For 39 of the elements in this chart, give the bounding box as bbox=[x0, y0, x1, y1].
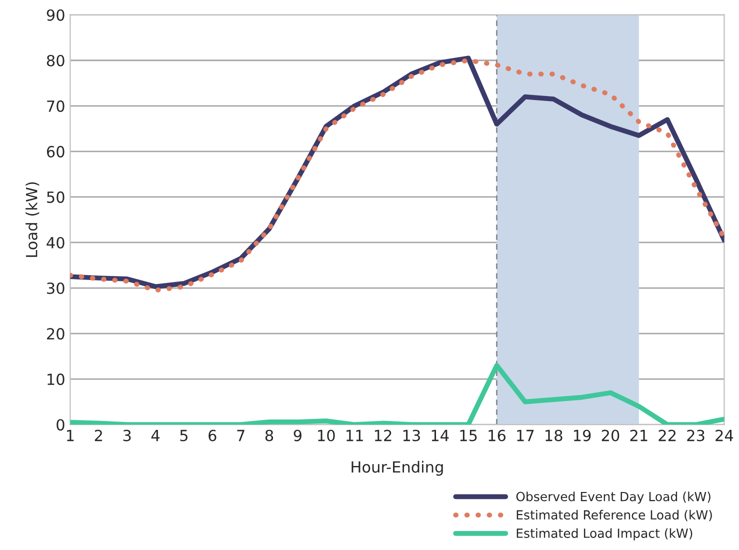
y-tick-label: 0 bbox=[56, 419, 64, 431]
x-tick-label: 9 bbox=[294, 430, 302, 442]
legend-label: Estimated Load Impact (kW) bbox=[516, 528, 692, 540]
y-tick-label: 40 bbox=[46, 236, 64, 249]
x-tick-label: 15 bbox=[460, 430, 477, 442]
y-tick-label: 80 bbox=[46, 54, 64, 66]
x-tick-label: 22 bbox=[658, 430, 676, 442]
x-tick-label: 12 bbox=[374, 430, 392, 442]
y-tick-label: 90 bbox=[46, 9, 64, 21]
x-tick-label: 3 bbox=[123, 430, 131, 442]
x-tick-label: 6 bbox=[208, 430, 216, 442]
x-tick-label: 7 bbox=[237, 430, 244, 442]
legend-label: Observed Event Day Load (kW) bbox=[516, 492, 710, 504]
x-tick-label: 18 bbox=[546, 430, 562, 442]
x-tick-label: 13 bbox=[403, 430, 420, 442]
x-axis-title: Hour-Ending bbox=[352, 460, 443, 476]
x-tick-label: 24 bbox=[716, 430, 734, 442]
legend-label: Estimated Reference Load (kW) bbox=[516, 510, 712, 522]
y-tick-label: 20 bbox=[47, 328, 64, 340]
y-tick-label: 60 bbox=[46, 146, 64, 158]
x-tick-label: 16 bbox=[488, 430, 506, 442]
y-tick-label: 10 bbox=[48, 374, 64, 386]
x-tick-label: 19 bbox=[574, 430, 591, 442]
x-tick-label: 1 bbox=[67, 430, 74, 442]
x-tick-label: 14 bbox=[432, 430, 449, 442]
x-tick-label: 23 bbox=[687, 430, 704, 442]
y-tick-label: 70 bbox=[47, 100, 64, 112]
x-tick-label: 5 bbox=[180, 430, 188, 442]
y-tick-label: 50 bbox=[47, 191, 64, 203]
x-tick-label: 8 bbox=[265, 430, 274, 442]
x-tick-label: 20 bbox=[602, 430, 620, 442]
x-tick-label: 4 bbox=[151, 430, 160, 442]
x-tick-label: 17 bbox=[517, 430, 534, 442]
x-tick-label: 2 bbox=[94, 430, 102, 442]
y-axis-title: Load (kW) bbox=[26, 182, 40, 257]
x-tick-label: 21 bbox=[630, 430, 648, 442]
x-tick-label: 11 bbox=[346, 430, 363, 442]
x-tick-label: 10 bbox=[318, 430, 335, 442]
y-tick-label: 30 bbox=[47, 282, 64, 294]
